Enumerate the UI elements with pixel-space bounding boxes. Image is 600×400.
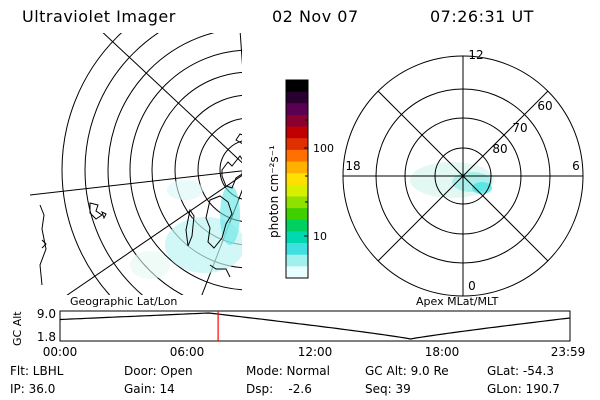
colorbar-stop xyxy=(286,103,308,116)
gain-info: Gain: 14 xyxy=(124,382,175,396)
gc-alt-info: GC Alt: 9.0 Re xyxy=(365,364,449,378)
colorbar-stop xyxy=(286,138,308,151)
gc-alt-axis-title: GC Alt xyxy=(11,311,24,346)
colorbar-stop xyxy=(286,184,308,197)
x-tick-2359: 23:59 xyxy=(551,345,586,359)
seq-info: Seq: 39 xyxy=(365,382,411,396)
geographic-map-label: Geographic Lat/Lon xyxy=(70,295,178,308)
colorbar-stop xyxy=(286,243,308,256)
colorbar-stop xyxy=(286,91,308,104)
y-tick-low: 1.8 xyxy=(37,330,56,344)
colorbar-stop xyxy=(286,114,308,128)
polar-map-label: Apex MLat/MLT xyxy=(416,295,499,308)
polar-label-12: 12 xyxy=(468,48,483,62)
polar-lat-80: 80 xyxy=(492,142,507,156)
colorbar-stop xyxy=(286,196,308,209)
glat-info: GLat: -54.3 xyxy=(487,364,554,378)
ip-info: IP: 36.0 xyxy=(10,382,56,396)
colorbar-stop xyxy=(286,219,308,232)
x-tick-0600: 06:00 xyxy=(170,345,205,359)
colorbar-stop xyxy=(286,80,308,93)
date-label: 02 Nov 07 xyxy=(272,7,359,26)
polar-lat-60: 60 xyxy=(537,99,552,113)
colorbar-tick-10: 10 xyxy=(313,230,327,243)
x-tick-1200: 12:00 xyxy=(298,345,333,359)
door-info: Door: Open xyxy=(124,364,193,378)
colorbar-stop xyxy=(286,254,308,267)
colorbar-stop xyxy=(286,231,308,244)
colorbar-stop xyxy=(286,149,308,163)
colorbar-stop xyxy=(286,208,308,221)
colorbar-stop xyxy=(286,161,308,174)
colorbar xyxy=(285,79,309,279)
polar-plot xyxy=(342,55,584,297)
polar-label-18: 18 xyxy=(345,159,360,173)
coastlines xyxy=(39,133,242,286)
glon-info: GLon: 190.7 xyxy=(487,382,560,396)
time-label: 07:26:31 UT xyxy=(430,7,534,26)
colorbar-unit-label: photon cm⁻²s⁻¹ xyxy=(267,145,281,238)
y-tick-high: 9.0 xyxy=(37,307,56,321)
polar-label-6: 6 xyxy=(572,159,580,173)
altitude-timeline xyxy=(59,310,571,342)
colorbar-stop xyxy=(286,173,308,186)
colorbar-tick-100: 100 xyxy=(313,142,334,155)
mode-info: Mode: Normal xyxy=(246,364,330,378)
filter-info: Flt: LBHL xyxy=(10,364,64,378)
colorbar-stop xyxy=(286,266,308,279)
instrument-title: Ultraviolet Imager xyxy=(22,7,176,26)
polar-label-0: 0 xyxy=(468,279,476,293)
dsp-info: Dsp: -2.6 xyxy=(246,382,312,396)
colorbar-stop xyxy=(286,126,308,139)
x-tick-1800: 18:00 xyxy=(425,345,460,359)
x-tick-0000: 00:00 xyxy=(43,345,78,359)
polar-lat-70: 70 xyxy=(512,121,527,135)
